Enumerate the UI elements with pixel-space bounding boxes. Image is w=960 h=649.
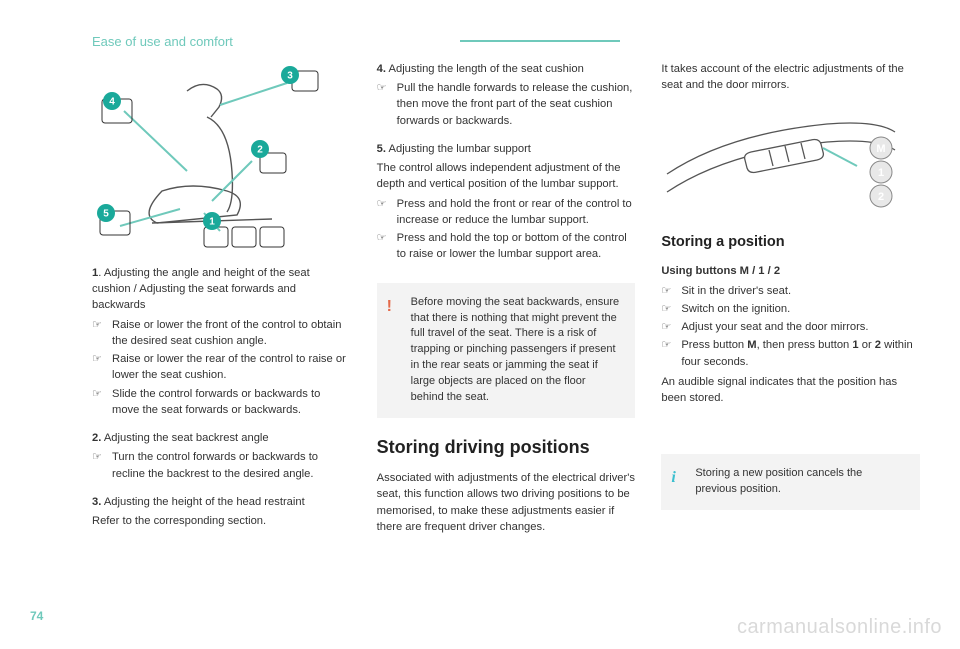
info-icon: i — [671, 466, 685, 498]
bullet: ☞Raise or lower the rear of the control … — [92, 351, 351, 383]
bullet: ☞Adjust your seat and the door mirrors. — [661, 319, 920, 335]
svg-text:3: 3 — [287, 71, 293, 82]
svg-text:2: 2 — [257, 145, 263, 156]
bullet: ☞Switch on the ignition. — [661, 301, 920, 317]
bullet: ☞Raise or lower the front of the control… — [92, 317, 351, 349]
svg-text:1: 1 — [878, 167, 884, 179]
watermark: carmanualsonline.info — [737, 616, 942, 639]
item3-title: 3. Adjusting the height of the head rest… — [92, 494, 351, 510]
warning-text: Before moving the seat backwards, ensure… — [411, 295, 622, 407]
item5-intro: The control allows independent adjustmen… — [377, 160, 636, 192]
pointer-icon: ☞ — [661, 283, 673, 299]
pointer-icon: ☞ — [661, 337, 673, 369]
svg-text:M: M — [877, 143, 886, 155]
bullet: ☞Slide the control forwards or backwards… — [92, 386, 351, 418]
warning-callout: ! Before moving the seat backwards, ensu… — [377, 283, 636, 419]
bullet: ☞Press and hold the front or rear of the… — [377, 196, 636, 228]
pointer-icon: ☞ — [661, 301, 673, 317]
svg-text:2: 2 — [878, 191, 884, 203]
info-text: Storing a new position cancels the previ… — [695, 466, 906, 498]
column-1: 1 2 3 4 5 1. Adjusting the angle and hei… — [92, 61, 351, 538]
pointer-icon: ☞ — [92, 317, 104, 349]
bullet: ☞Press and hold the top or bottom of the… — [377, 230, 636, 262]
audible-signal-text: An audible signal indicates that the pos… — [661, 374, 920, 406]
pointer-icon: ☞ — [377, 196, 389, 228]
storing-positions-heading: Storing driving positions — [377, 434, 636, 460]
warning-icon: ! — [387, 295, 401, 407]
page-number: 74 — [30, 609, 43, 623]
column-3: It takes account of the electric adjustm… — [661, 61, 920, 538]
bullet: ☞Pull the handle forwards to release the… — [377, 80, 636, 129]
content-columns: 1 2 3 4 5 1. Adjusting the angle and hei… — [92, 61, 920, 538]
bullet: ☞Sit in the driver's seat. — [661, 283, 920, 299]
item1-title: 1. Adjusting the angle and height of the… — [92, 265, 351, 314]
svg-text:4: 4 — [109, 97, 115, 108]
item3-text: Refer to the corresponding section. — [92, 513, 351, 529]
pointer-icon: ☞ — [377, 230, 389, 262]
col3-intro: It takes account of the electric adjustm… — [661, 61, 920, 93]
using-buttons-line: Using buttons M / 1 / 2 — [661, 263, 920, 279]
header-rule — [460, 40, 620, 42]
svg-text:5: 5 — [103, 209, 109, 220]
seat-adjustment-diagram: 1 2 3 4 5 — [92, 61, 332, 251]
pointer-icon: ☞ — [92, 449, 104, 481]
pointer-icon: ☞ — [377, 80, 389, 129]
column-2: 4. Adjusting the length of the seat cush… — [377, 61, 636, 538]
pointer-icon: ☞ — [92, 351, 104, 383]
pointer-icon: ☞ — [661, 319, 673, 335]
bullet: ☞ Press button M, then press button 1 or… — [661, 337, 920, 369]
pointer-icon: ☞ — [92, 386, 104, 418]
memory-controls-diagram: M 1 2 — [661, 96, 901, 216]
assoc-text: Associated with adjustments of the elect… — [377, 470, 636, 535]
storing-a-position-heading: Storing a position — [661, 232, 920, 253]
manual-page: Ease of use and comfort — [0, 0, 960, 649]
info-callout: i Storing a new position cancels the pre… — [661, 454, 920, 510]
svg-text:1: 1 — [209, 217, 215, 228]
item2-title: 2. Adjusting the seat backrest angle — [92, 430, 351, 446]
bullet: ☞Turn the control forwards or backwards … — [92, 449, 351, 481]
item4-title: 4. Adjusting the length of the seat cush… — [377, 61, 636, 77]
item5-title: 5. Adjusting the lumbar support — [377, 141, 636, 157]
